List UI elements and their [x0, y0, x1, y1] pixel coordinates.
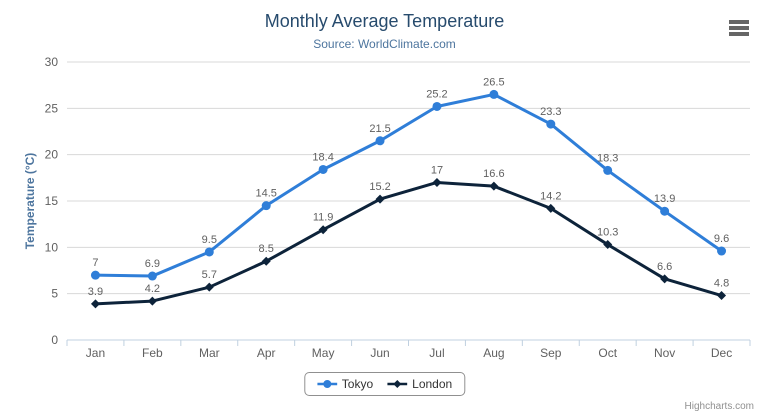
data-label: 3.9	[88, 286, 103, 298]
data-label: 4.2	[145, 283, 160, 295]
data-label: 10.3	[597, 227, 618, 239]
hamburger-icon	[729, 20, 749, 24]
legend-item-tokyo[interactable]: Tokyo	[316, 377, 374, 391]
data-label: 17	[431, 164, 443, 176]
marker-london-mar[interactable]	[204, 282, 214, 292]
data-label: 26.5	[483, 76, 504, 88]
x-axis-tick-label: Aug	[483, 346, 504, 360]
marker-tokyo-oct[interactable]	[603, 165, 613, 175]
legend-item-london[interactable]: London	[387, 377, 452, 391]
data-label: 9.5	[202, 234, 217, 246]
data-label: 6.6	[657, 261, 672, 273]
marker-tokyo-mar[interactable]	[204, 247, 214, 257]
credits-link[interactable]: Highcharts.com	[684, 401, 754, 412]
marker-tokyo-may[interactable]	[318, 164, 328, 174]
y-axis-tick-label: 15	[45, 194, 59, 208]
x-axis-tick-label: May	[312, 346, 335, 360]
data-label: 14.2	[540, 190, 561, 202]
data-label: 23.3	[540, 106, 561, 118]
legend-label: London	[412, 377, 453, 391]
marker-london-sep[interactable]	[546, 203, 556, 213]
context-menu-button[interactable]	[727, 18, 751, 38]
marker-london-apr[interactable]	[261, 256, 271, 266]
marker-london-jun[interactable]	[375, 194, 385, 204]
hamburger-icon	[729, 32, 749, 36]
legend-label: Tokyo	[341, 377, 374, 391]
marker-london-oct[interactable]	[603, 240, 613, 250]
data-label: 18.4	[312, 151, 333, 163]
marker-tokyo-jan[interactable]	[90, 270, 100, 280]
marker-london-aug[interactable]	[489, 181, 499, 191]
marker-london-jan[interactable]	[90, 299, 100, 309]
x-axis-tick-label: Feb	[142, 346, 163, 360]
y-axis-tick-label: 10	[45, 240, 59, 254]
y-axis-tick-label: 5	[51, 287, 58, 301]
data-label: 7	[92, 257, 98, 269]
legend-marker-circle-icon	[316, 380, 337, 388]
marker-tokyo-apr[interactable]	[261, 201, 271, 211]
data-label: 11.9	[313, 212, 334, 224]
data-label: 6.9	[145, 258, 160, 270]
marker-london-may[interactable]	[318, 225, 328, 235]
series-line-london	[93, 180, 724, 306]
data-label: 18.3	[597, 152, 618, 164]
y-axis-tick-label: 30	[45, 55, 59, 69]
marker-tokyo-sep[interactable]	[546, 119, 556, 129]
y-axis-tick-label: 20	[45, 148, 59, 162]
x-axis-tick-label: Jan	[86, 346, 105, 360]
data-label: 16.6	[483, 168, 504, 180]
marker-tokyo-jun[interactable]	[375, 136, 385, 146]
marker-tokyo-aug[interactable]	[489, 89, 499, 99]
x-axis-tick-label: Sep	[540, 346, 562, 360]
data-label: 21.5	[369, 123, 390, 135]
legend: Tokyo London	[303, 372, 466, 396]
series-line-tokyo	[93, 92, 724, 278]
x-axis-tick-label: Nov	[654, 346, 675, 360]
x-axis-tick-label: Dec	[711, 346, 732, 360]
marker-tokyo-dec[interactable]	[717, 246, 727, 256]
x-axis-tick-label: Jul	[429, 346, 444, 360]
marker-london-feb[interactable]	[147, 296, 157, 306]
data-label: 15.2	[369, 181, 390, 193]
x-axis-tick-label: Oct	[598, 346, 617, 360]
x-axis-tick-label: Jun	[370, 346, 389, 360]
x-axis-tick-label: Apr	[257, 346, 276, 360]
data-label: 5.7	[202, 269, 217, 281]
y-axis-tick-label: 25	[45, 101, 59, 115]
chart-subtitle: Source: WorldClimate.com	[313, 37, 456, 51]
data-label: 14.5	[255, 188, 276, 200]
chart-title: Monthly Average Temperature	[264, 11, 505, 31]
data-label: 4.8	[714, 278, 729, 290]
marker-london-dec[interactable]	[717, 291, 727, 301]
marker-london-jul[interactable]	[432, 177, 442, 187]
marker-tokyo-nov[interactable]	[660, 206, 670, 216]
marker-tokyo-jul[interactable]	[432, 101, 442, 111]
data-label: 9.6	[714, 233, 729, 245]
x-axis-tick-label: Mar	[199, 346, 220, 360]
y-axis-tick-label: 0	[51, 333, 58, 347]
marker-london-nov[interactable]	[660, 274, 670, 284]
data-label: 13.9	[654, 193, 675, 205]
data-label: 8.5	[259, 243, 274, 255]
legend-marker-diamond-icon	[387, 380, 408, 388]
marker-tokyo-feb[interactable]	[147, 271, 157, 281]
data-label: 25.2	[426, 88, 447, 100]
hamburger-icon	[729, 26, 749, 30]
